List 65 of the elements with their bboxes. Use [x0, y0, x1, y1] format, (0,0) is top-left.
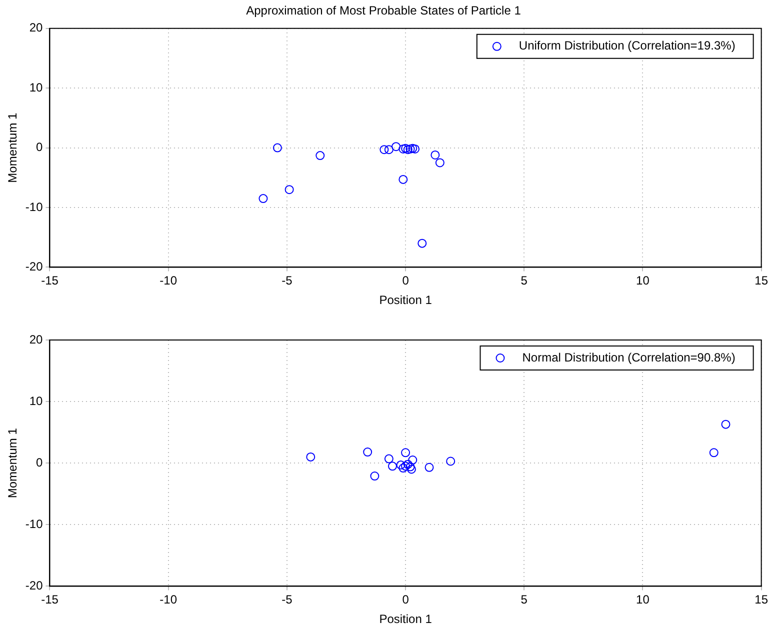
x-tick-label: -15 — [41, 592, 59, 607]
x-tick-label: -10 — [160, 592, 178, 607]
legend-label: Normal Distribution (Correlation=90.8%) — [522, 350, 736, 364]
point — [398, 464, 408, 473]
x-tick-label: 5 — [520, 592, 528, 607]
x-axis-title: Position 1 — [379, 293, 432, 308]
x-tick-label: 0 — [402, 592, 410, 607]
point — [384, 145, 394, 154]
point — [401, 144, 410, 153]
point — [306, 452, 316, 462]
y-tick-label: 0 — [36, 140, 44, 154]
x-tick-label: 5 — [520, 274, 528, 288]
legend-label: Uniform Distribution (Correlation=19.3%) — [518, 38, 736, 53]
point — [401, 462, 410, 471]
point — [403, 145, 412, 154]
y-tick-label: -20 — [25, 260, 44, 274]
point — [384, 454, 394, 464]
point — [410, 144, 420, 154]
y-tick-label: 10 — [29, 80, 44, 94]
point — [418, 238, 427, 248]
point — [408, 144, 418, 153]
point — [258, 194, 268, 204]
y-axis-title: Momentum 1 — [6, 112, 20, 183]
point — [403, 460, 412, 469]
point — [316, 151, 325, 160]
point — [406, 464, 416, 474]
x-tick-label: -5 — [282, 274, 293, 288]
x-axis-title: Position 1 — [379, 612, 432, 626]
y-tick-label: 20 — [29, 332, 44, 346]
x-tick-label: -15 — [41, 274, 59, 288]
x-tick-label: -10 — [160, 274, 178, 288]
y-tick-label: 10 — [29, 394, 44, 408]
y-tick-label: -20 — [25, 578, 44, 593]
point — [396, 460, 406, 470]
y-tick-label: -10 — [25, 200, 44, 214]
point — [380, 145, 389, 154]
x-tick-label: 10 — [636, 592, 650, 607]
x-tick-label: 10 — [636, 274, 650, 288]
point — [709, 448, 718, 458]
point — [370, 472, 380, 481]
point — [392, 142, 401, 152]
point — [388, 462, 397, 471]
y-tick-label: 20 — [29, 20, 44, 35]
point — [284, 185, 294, 194]
point — [398, 174, 408, 184]
y-tick-label: -10 — [25, 516, 44, 531]
point — [272, 143, 282, 152]
point — [408, 456, 418, 465]
x-tick-label: 0 — [402, 274, 410, 288]
point — [406, 144, 415, 154]
chart-title: Approximation of Most Probable States of Particle 1 — [246, 4, 522, 18]
y-tick-label: 0 — [36, 455, 44, 470]
x-tick-label: 15 — [754, 274, 768, 288]
point — [721, 420, 730, 429]
point — [363, 448, 372, 457]
x-tick-label: -5 — [282, 592, 293, 607]
point — [446, 456, 456, 466]
point — [401, 448, 410, 458]
y-axis-title: Momentum 1 — [6, 428, 20, 498]
point — [435, 158, 444, 168]
point — [430, 150, 440, 160]
x-tick-label: 15 — [754, 592, 768, 607]
point — [398, 144, 408, 154]
point — [424, 462, 434, 472]
point — [406, 462, 415, 472]
